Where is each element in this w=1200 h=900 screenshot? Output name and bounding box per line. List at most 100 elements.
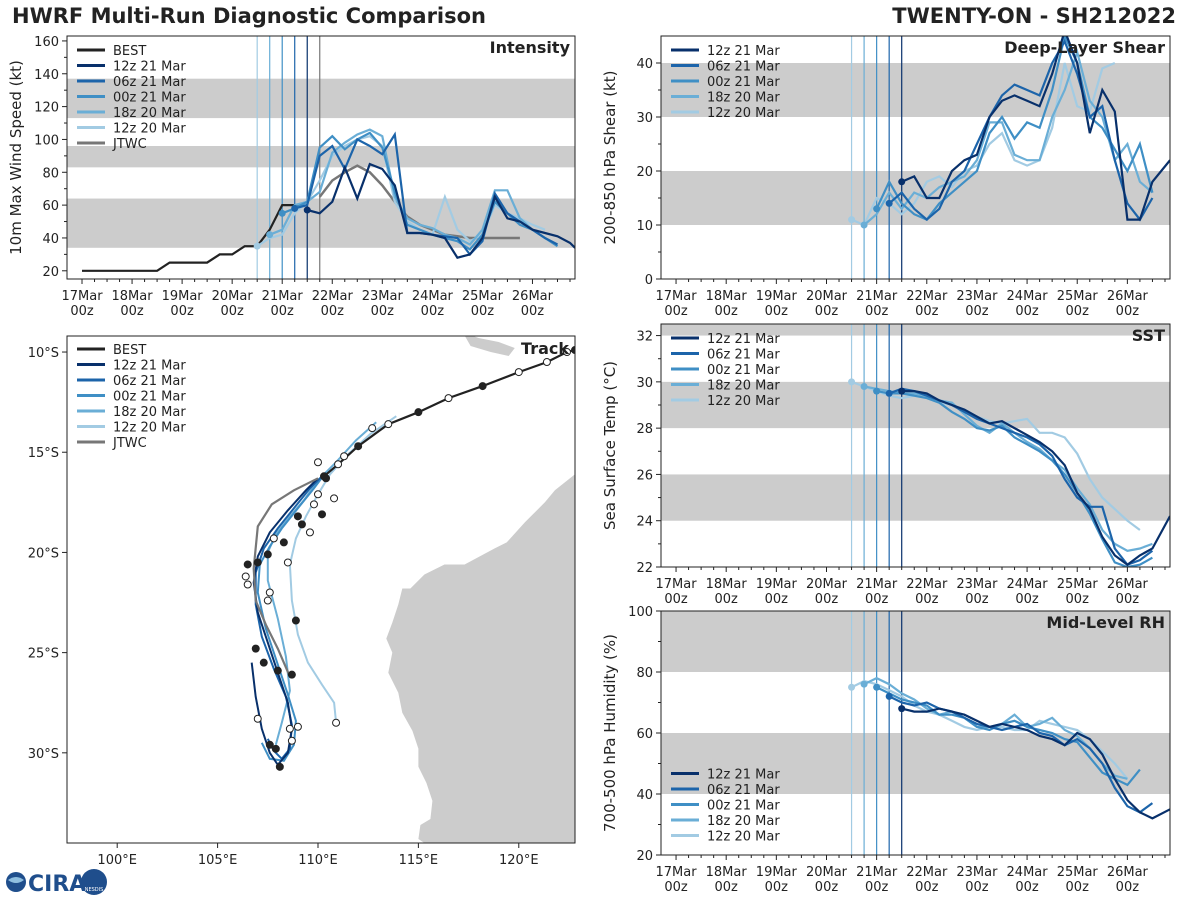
- track-ytick-label: 30°S: [28, 747, 59, 762]
- rh-xtick-label: 23Mar: [956, 865, 998, 880]
- sst-xtick-label: 22Mar: [906, 577, 948, 592]
- shear-xtick-label: 24Mar: [1007, 289, 1049, 304]
- sst-legend-label: 12z 20 Mar: [707, 394, 780, 409]
- shear-xtick-label: 00z: [1066, 304, 1090, 319]
- rh-series-start-point: [898, 705, 906, 713]
- track-best-marker: [514, 368, 523, 377]
- shear-ytick-label: 0: [645, 273, 653, 288]
- track-best-marker: [542, 358, 551, 367]
- intensity-series-start-point: [253, 242, 261, 250]
- sst-legend-label: 18z 20 Mar: [707, 379, 780, 394]
- track-forecast-marker: [279, 538, 288, 547]
- intensity-series-start-point: [266, 231, 274, 239]
- sst-xtick-label: 00z: [1066, 592, 1090, 607]
- track-forecast-marker: [243, 580, 252, 589]
- track-best-marker: [334, 460, 343, 469]
- shear-series-line: [875, 36, 1154, 221]
- track-jtwc-line: [252, 477, 319, 678]
- rh-xtick-label: 00z: [1015, 880, 1039, 895]
- rh-series-line: [901, 707, 1170, 820]
- intensity-ytick-label: 80: [42, 166, 59, 181]
- shear-ylabel: 200-850 hPa Shear (kt): [601, 71, 619, 245]
- track-forecast-marker: [265, 740, 274, 749]
- track-forecast-marker: [269, 534, 278, 543]
- track-xtick-label: 120°E: [499, 853, 539, 868]
- intensity-series-line: [269, 128, 546, 246]
- shear-xtick-label: 19Mar: [756, 289, 798, 304]
- australia-land: [386, 474, 575, 843]
- shear-series-line: [901, 36, 1170, 221]
- island-land: [464, 336, 515, 356]
- sst-legend-label: 12z 21 Mar: [707, 332, 780, 347]
- shear-legend-label: 12z 21 Mar: [707, 44, 780, 59]
- intensity-legend-label: 18z 20 Mar: [113, 106, 186, 121]
- intensity-xtick-label: 00z: [120, 304, 144, 319]
- shear-series-start-point: [873, 205, 881, 213]
- track-forecast-marker: [340, 452, 349, 461]
- track-forecast-marker: [243, 560, 252, 569]
- sst-series-start-point: [860, 382, 868, 390]
- figure-title: HWRF Multi-Run Diagnostic Comparison: [12, 4, 487, 28]
- sst-xtick-label: 24Mar: [1007, 577, 1049, 592]
- intensity-xtick-label: 26Mar: [512, 289, 554, 304]
- intensity-ytick-label: 20: [42, 265, 59, 280]
- track-legend-label: BEST: [113, 343, 146, 358]
- shear-legend-label: 18z 20 Mar: [707, 91, 780, 106]
- track-forecast-marker: [313, 458, 322, 467]
- shear-series-start-point: [860, 221, 868, 229]
- sst-panel: 22242628303217Mar00z18Mar00z19Mar00z20Ma…: [601, 323, 1171, 607]
- track-ytick-label: 10°S: [28, 346, 59, 361]
- sst-panel-title: SST: [1132, 326, 1165, 345]
- track-forecast-marker: [287, 670, 296, 679]
- shear-xtick-label: 00z: [915, 304, 939, 319]
- storm-id-title: TWENTY-ON - SH212022: [892, 4, 1176, 28]
- rh-ytick-label: 20: [636, 849, 653, 864]
- rh-xtick-label: 00z: [664, 880, 688, 895]
- shear-xtick-label: 26Mar: [1107, 289, 1149, 304]
- sst-xtick-label: 17Mar: [656, 577, 698, 592]
- track-forecast-marker: [241, 572, 250, 581]
- intensity-frame: [66, 35, 576, 280]
- sst-series-start-point: [898, 387, 906, 395]
- shear-plot-area: [661, 36, 1170, 279]
- intensity-xtick-label: 19Mar: [162, 289, 204, 304]
- rh-xtick-label: 00z: [915, 880, 939, 895]
- track-best-marker: [571, 346, 575, 355]
- sst-series-line: [863, 385, 1153, 552]
- track-best-marker: [414, 408, 423, 417]
- intensity-ytick-label: 40: [42, 232, 59, 247]
- shear-xtick-label: 22Mar: [906, 289, 948, 304]
- shear-xtick-label: 00z: [1116, 304, 1140, 319]
- track-forecast-marker: [293, 722, 302, 731]
- track-frame: [66, 335, 576, 844]
- track-series-line: [288, 415, 397, 723]
- track-series-line: [266, 421, 377, 746]
- sst-xtick-label: 00z: [765, 592, 789, 607]
- sst-plot-area: [661, 324, 1170, 567]
- shear-xtick-label: 17Mar: [656, 289, 698, 304]
- sst-xtick-label: 21Mar: [856, 577, 898, 592]
- sst-series-line: [901, 390, 1170, 567]
- intensity-legend-label: 00z 21 Mar: [113, 91, 186, 106]
- track-forecast-marker: [291, 616, 300, 625]
- intensity-panel: 2040608010012014016017Mar00z18Mar00z19Ma…: [7, 35, 576, 319]
- shear-xtick-label: 18Mar: [706, 289, 748, 304]
- sst-ylabel: Sea Surface Temp (°C): [601, 361, 619, 530]
- track-forecast-marker: [332, 718, 341, 727]
- rh-xtick-label: 00z: [965, 880, 989, 895]
- sst-xtick-label: 25Mar: [1057, 577, 1099, 592]
- intensity-xtick-label: 24Mar: [412, 289, 454, 304]
- rh-xtick-label: 00z: [815, 880, 839, 895]
- sst-series-start-point: [885, 389, 893, 397]
- track-map-panel: 100°E 105°E 110°E 115°E 120°E 10°S 15°S 20°S 25°…: [28, 335, 576, 868]
- track-xtick-label: 100°E: [97, 853, 137, 868]
- track-forecast-marker: [275, 762, 284, 771]
- shear-xtick-label: 21Mar: [856, 289, 898, 304]
- sst-series-line: [876, 390, 1153, 567]
- rh-series-line: [888, 695, 1154, 814]
- shear-xtick-label: 23Mar: [956, 289, 998, 304]
- intensity-xtick-label: 00z: [220, 304, 244, 319]
- rh-series-start-point: [873, 683, 881, 691]
- shear-xtick-label: 00z: [1015, 304, 1039, 319]
- sst-xtick-label: 00z: [965, 592, 989, 607]
